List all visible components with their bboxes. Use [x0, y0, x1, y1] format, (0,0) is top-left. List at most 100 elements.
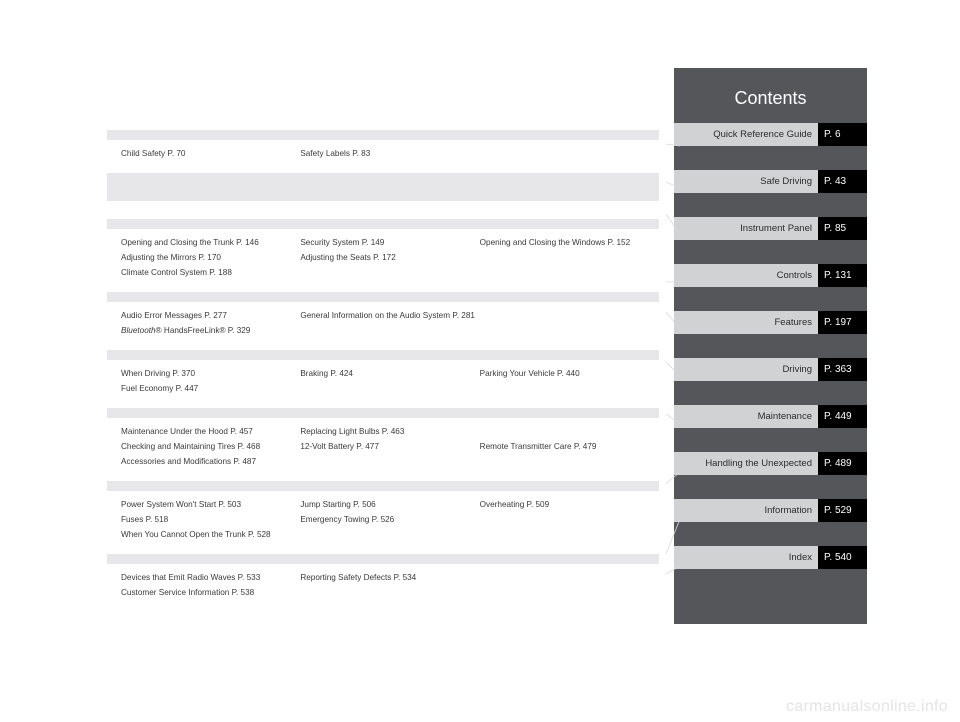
content-section: Child Safety P. 70Safety Labels P. 83 — [107, 130, 667, 161]
content-entry: Audio Error Messages P. 277 — [121, 308, 300, 323]
content-entry: When Driving P. 370 — [121, 366, 300, 381]
content-entry: Maintenance Under the Hood P. 457 — [121, 424, 300, 439]
content-entry — [480, 424, 659, 439]
content-entry — [300, 585, 479, 600]
tab-page-wrap: P. 6 — [818, 123, 867, 146]
content-row: Accessories and Modifications P. 487 — [107, 454, 659, 469]
manual-page: Contents Quick Reference Guide P. 6 Safe… — [107, 68, 867, 624]
content-section: Audio Error Messages P. 277General Infor… — [107, 292, 667, 338]
tab-page-number: P. 85 — [824, 223, 846, 234]
tab-page-number: P. 489 — [824, 458, 852, 469]
contents-tab[interactable]: Maintenance P. 449 — [674, 405, 867, 428]
content-row: Opening and Closing the Trunk P. 146Secu… — [107, 235, 659, 250]
section-divider — [107, 408, 659, 418]
tab-page-number: P. 131 — [824, 270, 852, 281]
tab-page-number: P. 43 — [824, 176, 846, 187]
content-row: Devices that Emit Radio Waves P. 533Repo… — [107, 570, 659, 585]
content-entry: Jump Starting P. 506 — [300, 497, 479, 512]
contents-tab[interactable]: Index P. 540 — [674, 546, 867, 569]
content-entry: Braking P. 424 — [300, 366, 479, 381]
tab-label: Features — [775, 317, 813, 328]
content-row: Power System Won't Start P. 503Jump Star… — [107, 497, 659, 512]
tab-label-wrap: Driving — [674, 358, 818, 381]
content-row: Adjusting the Mirrors P. 170Adjusting th… — [107, 250, 659, 265]
contents-tab[interactable]: Quick Reference Guide P. 6 — [674, 123, 867, 146]
tab-label: Index — [789, 552, 812, 563]
content-row: Fuel Economy P. 447 — [107, 381, 659, 396]
content-entry — [480, 454, 659, 469]
tab-page-wrap: P. 540 — [818, 546, 867, 569]
content-entry — [480, 381, 659, 396]
tab-page-wrap: P. 449 — [818, 405, 867, 428]
content-entry — [300, 381, 479, 396]
content-section: Devices that Emit Radio Waves P. 533Repo… — [107, 554, 667, 600]
content-entry: Devices that Emit Radio Waves P. 533 — [121, 570, 300, 585]
content-entry: Reporting Safety Defects P. 534 — [300, 570, 479, 585]
contents-body: Child Safety P. 70Safety Labels P. 83 Ope… — [107, 68, 667, 624]
section-divider — [107, 219, 659, 229]
content-entry — [480, 146, 659, 161]
content-entry: Overheating P. 509 — [480, 497, 659, 512]
tab-label-wrap: Handling the Unexpected — [674, 452, 818, 475]
section-divider — [107, 173, 659, 201]
tab-label-wrap: Quick Reference Guide — [674, 123, 818, 146]
tab-page-wrap: P. 529 — [818, 499, 867, 522]
contents-sidebar: Contents Quick Reference Guide P. 6 Safe… — [674, 68, 867, 624]
content-section: Opening and Closing the Trunk P. 146Secu… — [107, 173, 667, 280]
content-entry — [480, 527, 659, 542]
content-entry: Opening and Closing the Windows P. 152 — [480, 235, 659, 250]
tab-label-wrap: Instrument Panel — [674, 217, 818, 240]
content-entry: Adjusting the Seats P. 172 — [300, 250, 479, 265]
tab-label-wrap: Maintenance — [674, 405, 818, 428]
content-entry — [300, 527, 479, 542]
content-entry: Accessories and Modifications P. 487 — [121, 454, 300, 469]
content-entry — [480, 570, 659, 585]
tab-page-wrap: P. 85 — [818, 217, 867, 240]
tab-label-wrap: Information — [674, 499, 818, 522]
content-row: Climate Control System P. 188 — [107, 265, 659, 280]
tab-label-wrap: Controls — [674, 264, 818, 287]
tab-label: Instrument Panel — [740, 223, 812, 234]
content-entry — [480, 323, 659, 338]
content-section: Maintenance Under the Hood P. 457Replaci… — [107, 408, 667, 469]
watermark-text: carmanualsonline.info — [786, 698, 948, 716]
content-entry: Customer Service Information P. 538 — [121, 585, 300, 600]
contents-tab[interactable]: Safe Driving P. 43 — [674, 170, 867, 193]
contents-tab[interactable]: Instrument Panel P. 85 — [674, 217, 867, 240]
content-entry: Security System P. 149 — [300, 235, 479, 250]
content-entry: Checking and Maintaining Tires P. 468 — [121, 439, 300, 454]
content-row: Customer Service Information P. 538 — [107, 585, 659, 600]
contents-tab[interactable]: Driving P. 363 — [674, 358, 867, 381]
content-section: Power System Won't Start P. 503Jump Star… — [107, 481, 667, 542]
contents-tab[interactable]: Features P. 197 — [674, 311, 867, 334]
contents-tab[interactable]: Handling the Unexpected P. 489 — [674, 452, 867, 475]
content-entry: General Information on the Audio System … — [300, 308, 479, 323]
tab-page-wrap: P. 363 — [818, 358, 867, 381]
content-entry: 12-Volt Battery P. 477 — [300, 439, 479, 454]
content-entry: Child Safety P. 70 — [121, 146, 300, 161]
content-entry — [480, 265, 659, 280]
contents-tab[interactable]: Information P. 529 — [674, 499, 867, 522]
tab-page-number: P. 363 — [824, 364, 852, 375]
tab-label: Information — [764, 505, 812, 516]
content-entry: Remote Transmitter Care P. 479 — [480, 439, 659, 454]
content-entry: Parking Your Vehicle P. 440 — [480, 366, 659, 381]
content-entry — [480, 308, 659, 323]
content-entry: Climate Control System P. 188 — [121, 265, 300, 280]
content-entry: Adjusting the Mirrors P. 170 — [121, 250, 300, 265]
content-entry: Fuel Economy P. 447 — [121, 381, 300, 396]
contents-title: Contents — [674, 68, 867, 123]
tab-page-number: P. 449 — [824, 411, 852, 422]
content-row: Fuses P. 518Emergency Towing P. 526 — [107, 512, 659, 527]
section-divider — [107, 554, 659, 564]
contents-tab[interactable]: Controls P. 131 — [674, 264, 867, 287]
content-entry — [300, 323, 479, 338]
tab-page-number: P. 6 — [824, 129, 841, 140]
tab-page-number: P. 529 — [824, 505, 852, 516]
section-divider — [107, 481, 659, 491]
content-row: Audio Error Messages P. 277General Infor… — [107, 308, 659, 323]
content-entry: Bluetooth® HandsFreeLink® P. 329 — [121, 323, 300, 338]
content-entry: Emergency Towing P. 526 — [300, 512, 479, 527]
content-row: Checking and Maintaining Tires P. 46812-… — [107, 439, 659, 454]
tab-page-number: P. 197 — [824, 317, 852, 328]
